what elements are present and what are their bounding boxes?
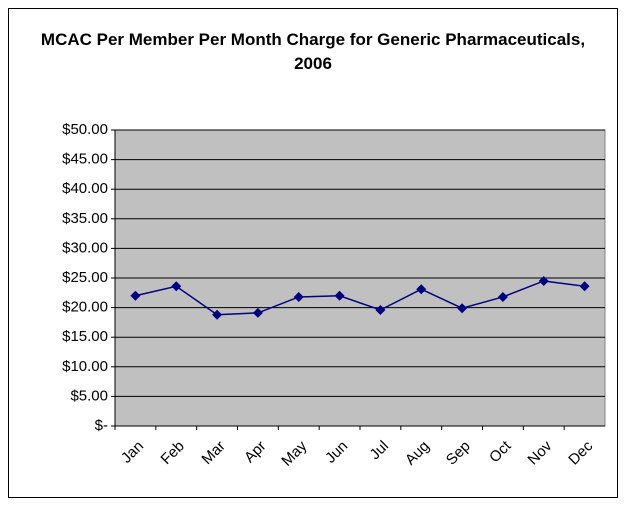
- y-tick-label: $30.00: [62, 239, 108, 256]
- y-tick-label: $20.00: [62, 299, 108, 316]
- y-tick-label: $-: [95, 417, 108, 434]
- data-point: [375, 304, 386, 315]
- y-tick-label: $40.00: [62, 180, 108, 197]
- data-point: [579, 281, 590, 292]
- y-tick-label: $50.00: [62, 121, 108, 138]
- data-point: [171, 281, 182, 292]
- data-point: [130, 290, 141, 301]
- chart-title: MCAC Per Member Per Month Charge for Gen…: [40, 30, 586, 73]
- y-tick-label: $35.00: [62, 210, 108, 227]
- data-point: [252, 307, 263, 318]
- y-tick-label: $5.00: [70, 387, 108, 404]
- y-tick-label: $10.00: [62, 358, 108, 375]
- data-point: [334, 290, 345, 301]
- y-tick-label: $45.00: [62, 151, 108, 168]
- series-line: [135, 280, 585, 316]
- data-point: [538, 275, 549, 286]
- y-tick-label: $15.00: [62, 328, 108, 345]
- data-point: [416, 284, 427, 295]
- data-point: [497, 291, 508, 302]
- data-point: [212, 309, 223, 320]
- data-point: [457, 303, 468, 314]
- y-tick-label: $25.00: [62, 269, 108, 286]
- data-point: [293, 291, 304, 302]
